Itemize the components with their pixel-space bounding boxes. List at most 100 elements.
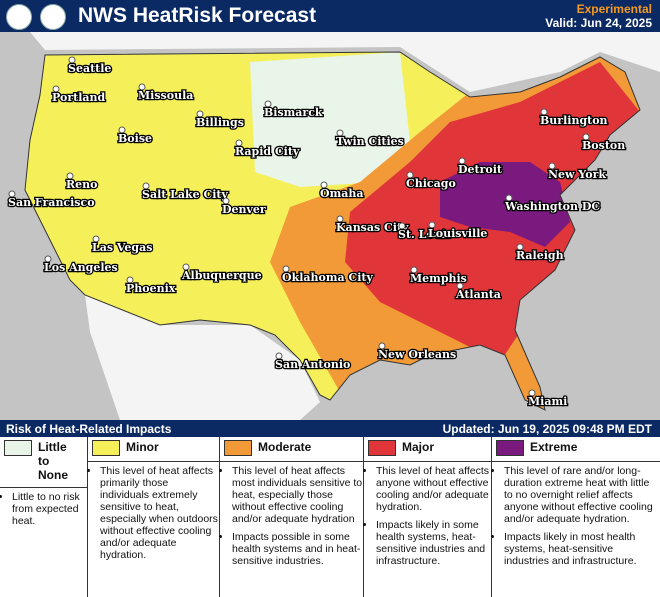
city-label: Washington DC bbox=[504, 200, 600, 213]
city-dot bbox=[8, 190, 16, 198]
bullet: Impacts likely in most health systems, h… bbox=[504, 531, 660, 567]
city-label: Rapid City bbox=[235, 145, 300, 158]
city-label: Las Vegas bbox=[92, 241, 152, 254]
level-name: Moderate bbox=[258, 440, 312, 454]
legend-header: Moderate bbox=[220, 437, 363, 462]
city-dot bbox=[336, 215, 344, 223]
legend-column: Moderate This level of heat affects most … bbox=[220, 437, 364, 597]
nws-logo bbox=[40, 4, 66, 30]
city-dot bbox=[138, 83, 146, 91]
city-label: Albuquerque bbox=[181, 269, 262, 282]
city-dot bbox=[505, 194, 513, 202]
bullet-list: This level of heat affects most individu… bbox=[220, 465, 363, 567]
legend-bar: Risk of Heat-Related Impacts Updated: Ju… bbox=[0, 420, 660, 437]
level-name: Little to None bbox=[38, 440, 68, 482]
bullet: This level of heat affects primarily tho… bbox=[100, 465, 219, 561]
city-dot bbox=[196, 110, 204, 118]
legend: Little to None Little to no risk from exp… bbox=[0, 437, 660, 597]
legend-swatch bbox=[496, 440, 524, 456]
city-label: Missoula bbox=[138, 89, 193, 102]
city-label: Twin Cities bbox=[336, 135, 404, 148]
status: Experimental bbox=[576, 2, 652, 16]
city-label: Atlanta bbox=[455, 288, 501, 301]
legend-swatch bbox=[368, 440, 396, 456]
bullet: This level of rare and/or long-duration … bbox=[504, 465, 660, 525]
header: NWS HeatRisk Forecast Experimental Valid… bbox=[0, 0, 660, 32]
city-dot bbox=[528, 389, 536, 397]
level-name: Major bbox=[402, 440, 435, 454]
bullet: Impacts possible in some health systems … bbox=[232, 531, 363, 567]
city-label: Omaha bbox=[320, 187, 363, 200]
city-dot bbox=[582, 133, 590, 141]
city-label: Denver bbox=[222, 203, 266, 216]
city-dot bbox=[516, 243, 524, 251]
legend-swatch bbox=[4, 440, 32, 456]
legend-header: Little to None bbox=[0, 437, 87, 488]
city-label: Los Angeles bbox=[44, 261, 118, 274]
city-dot bbox=[92, 235, 100, 243]
noaa-logo bbox=[6, 4, 32, 30]
city-dot bbox=[182, 263, 190, 271]
city-label: Boise bbox=[118, 132, 152, 145]
city-label: Portland bbox=[52, 91, 105, 104]
city-dot bbox=[282, 265, 290, 273]
city-dot bbox=[118, 126, 126, 134]
city-dot bbox=[456, 282, 464, 290]
city-dot bbox=[142, 182, 150, 190]
city-label: Chicago bbox=[406, 177, 456, 190]
us-outline bbox=[24, 51, 641, 411]
city-dot bbox=[126, 276, 134, 284]
bullet: Little to no risk from expected heat. bbox=[12, 491, 87, 527]
legend-column: Little to None Little to no risk from exp… bbox=[0, 437, 88, 597]
bullet: This level of heat affects anyone withou… bbox=[376, 465, 491, 513]
level-name: Minor bbox=[126, 440, 159, 454]
city-label: New Orleans bbox=[378, 348, 456, 361]
level-name: Extreme bbox=[530, 440, 578, 454]
city-dot bbox=[458, 157, 466, 165]
city-dot bbox=[235, 139, 243, 147]
city-label: New York bbox=[548, 168, 606, 181]
updated: Updated: Jun 19, 2025 09:48 PM EDT bbox=[442, 422, 652, 436]
city-dot bbox=[540, 108, 548, 116]
city-label: Bismarck bbox=[264, 106, 323, 119]
city-label: San Antonio bbox=[275, 358, 350, 371]
city-label: Kansas City bbox=[336, 221, 409, 234]
city-label: Raleigh bbox=[516, 249, 564, 262]
city-dot bbox=[222, 197, 230, 205]
city-dot bbox=[398, 222, 406, 230]
city-label: San Francisco bbox=[8, 196, 95, 209]
bullet: This level of heat affects most individu… bbox=[232, 465, 363, 525]
city-labels: Seattle Portland Missoula Boise Billings Bism… bbox=[7, 56, 627, 409]
legend-title: Risk of Heat-Related Impacts bbox=[6, 422, 172, 436]
city-label: Memphis bbox=[410, 272, 467, 285]
city-label: Seattle bbox=[68, 62, 111, 75]
bullet-list: This level of rare and/or long-duration … bbox=[492, 465, 660, 567]
city-dot bbox=[378, 342, 386, 350]
title: NWS HeatRisk Forecast bbox=[78, 4, 317, 27]
map: Seattle Portland Missoula Boise Billings Bism… bbox=[0, 32, 660, 420]
city-dot bbox=[406, 171, 414, 179]
city-dot bbox=[275, 352, 283, 360]
city-dot bbox=[66, 172, 74, 180]
legend-column: Minor This level of heat affects primaril… bbox=[88, 437, 220, 597]
legend-header: Extreme bbox=[492, 437, 660, 462]
bullet-list: This level of heat affects primarily tho… bbox=[88, 465, 219, 561]
legend-column: Major This level of heat affects anyone w… bbox=[364, 437, 492, 597]
valid-date: Valid: Jun 24, 2025 bbox=[545, 16, 652, 30]
city-label: Billings bbox=[196, 116, 244, 129]
legend-swatch bbox=[224, 440, 252, 456]
bullet-list: This level of heat affects anyone withou… bbox=[364, 465, 491, 567]
bullet: Impacts likely in some health systems, h… bbox=[376, 519, 491, 567]
city-label: Reno bbox=[66, 178, 97, 191]
legend-header: Major bbox=[364, 437, 491, 462]
city-label: Miami bbox=[528, 395, 567, 408]
legend-swatch bbox=[92, 440, 120, 456]
city-dot bbox=[428, 221, 436, 229]
legend-header: Minor bbox=[88, 437, 219, 462]
extreme-area bbox=[440, 162, 570, 247]
city-label: Boston bbox=[582, 139, 625, 152]
city-dot bbox=[264, 100, 272, 108]
city-dot bbox=[548, 162, 556, 170]
city-label: Salt Lake City bbox=[142, 188, 228, 201]
